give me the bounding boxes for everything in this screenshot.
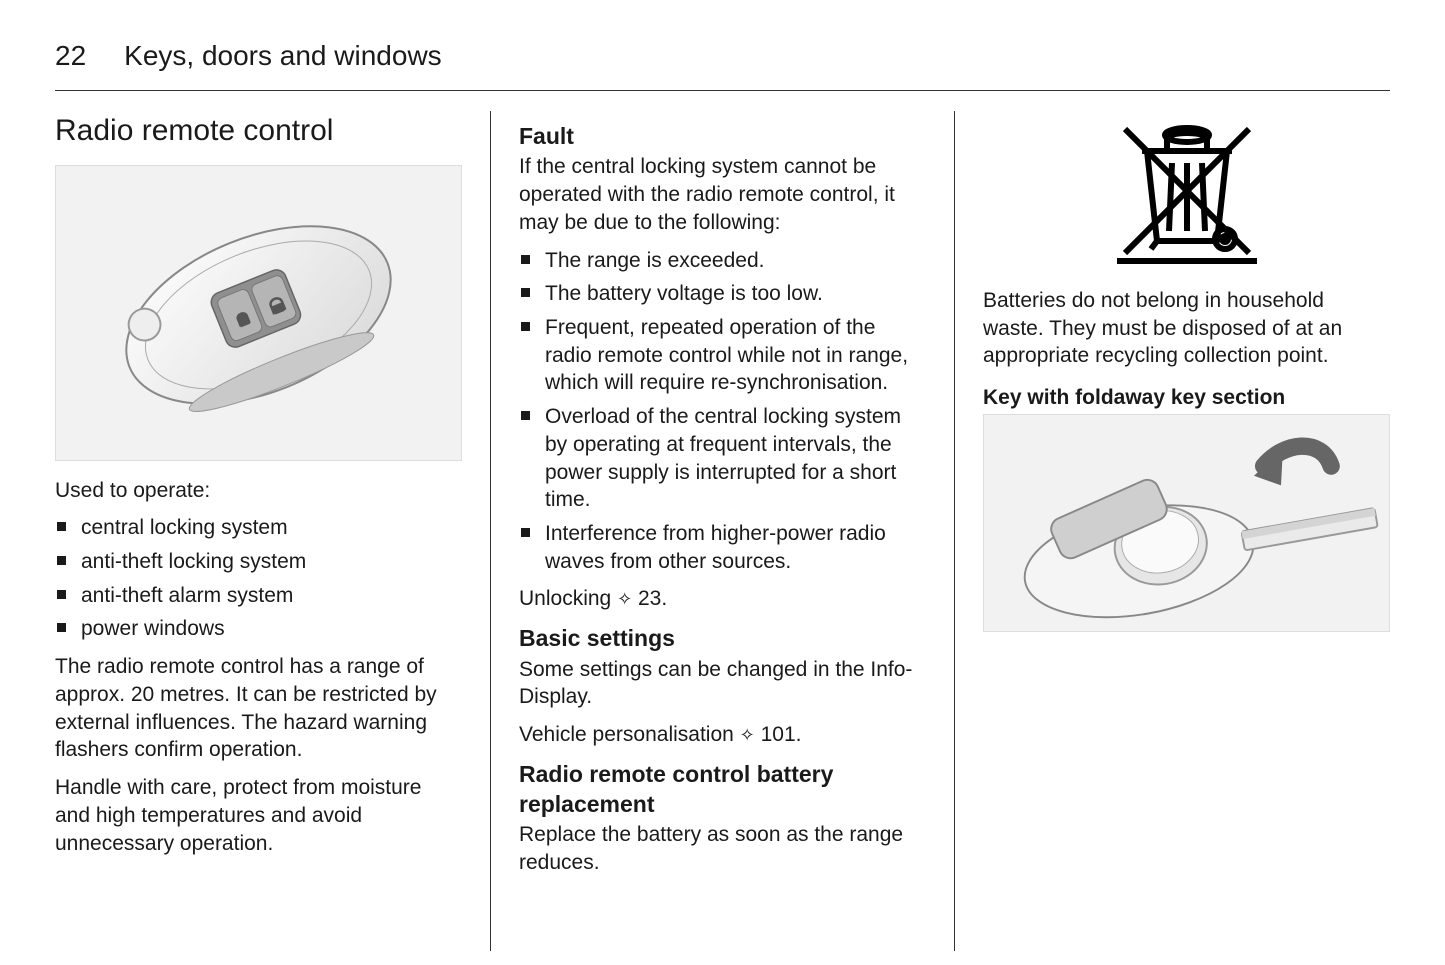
xref-arrow-icon: ✧	[617, 588, 632, 612]
content-columns: Radio remote control	[55, 111, 1390, 951]
no-trash-icon	[1087, 111, 1287, 271]
basic-settings-paragraph: Some settings can be changed in the Info…	[519, 656, 926, 711]
range-paragraph: The radio remote control has a range of …	[55, 653, 462, 764]
page-header: 22 Keys, doors and windows	[55, 40, 1390, 91]
list-item: The battery voltage is too low.	[519, 280, 926, 308]
column-1: Radio remote control	[55, 111, 490, 951]
foldaway-heading: Key with foldaway key section	[983, 384, 1390, 412]
list-item: The range is exceeded.	[519, 247, 926, 275]
section-heading: Radio remote control	[55, 111, 462, 151]
list-item: Interference from higher-power radio wav…	[519, 520, 926, 575]
list-item: Overload of the central locking system b…	[519, 403, 926, 514]
fault-intro: If the central locking system cannot be …	[519, 153, 926, 236]
key-fob-illustration	[55, 165, 462, 461]
list-item: power windows	[55, 615, 462, 643]
list-item: central locking system	[55, 514, 462, 542]
fault-heading: Fault	[519, 121, 926, 151]
chapter-title: Keys, doors and windows	[124, 40, 442, 72]
page-number: 22	[55, 40, 86, 72]
basic-settings-heading: Basic settings	[519, 623, 926, 653]
xref-arrow-icon: ✧	[740, 724, 755, 748]
battery-paragraph: Replace the battery as soon as the range…	[519, 821, 926, 876]
column-3: Batteries do not belong in household was…	[954, 111, 1390, 951]
unlocking-xref: Unlocking ✧ 23.	[519, 585, 926, 613]
list-item: anti-theft locking system	[55, 548, 462, 576]
list-item: anti-theft alarm system	[55, 582, 462, 610]
operate-list: central locking system anti-theft lockin…	[55, 514, 462, 643]
intro-text: Used to operate:	[55, 477, 462, 505]
handle-paragraph: Handle with care, protect from moisture …	[55, 774, 462, 857]
column-2: Fault If the central locking system cann…	[490, 111, 954, 951]
personalisation-xref: Vehicle personalisation ✧ 101.	[519, 721, 926, 749]
battery-waste-paragraph: Batteries do not belong in household was…	[983, 287, 1390, 370]
key-battery-illustration	[983, 414, 1390, 632]
battery-heading: Radio remote control battery replacement	[519, 759, 926, 820]
fault-list: The range is exceeded. The battery volta…	[519, 247, 926, 576]
list-item: Frequent, repeated operation of the radi…	[519, 314, 926, 397]
